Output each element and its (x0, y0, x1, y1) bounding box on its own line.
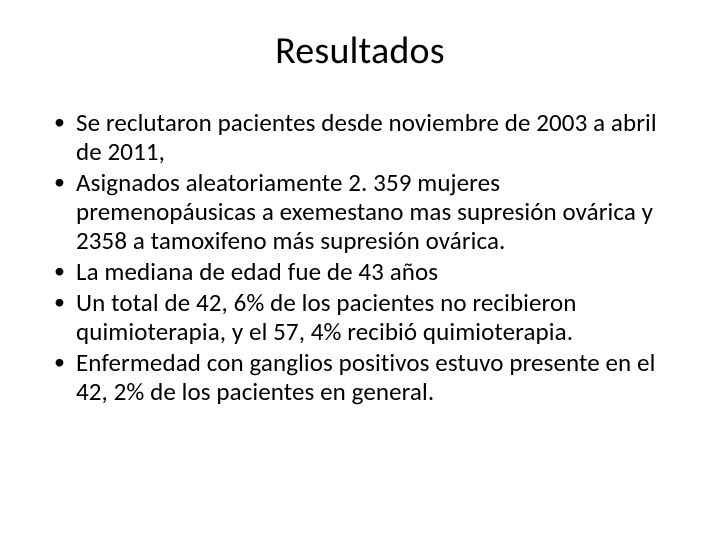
list-item: Asignados aleatoriamente 2. 359 mujeres … (48, 168, 672, 255)
slide-title: Resultados (48, 28, 672, 74)
list-item: Enfermedad con ganglios positivos estuvo… (48, 348, 672, 406)
list-item: Un total de 42, 6% de los pacientes no r… (48, 288, 672, 346)
slide: Resultados Se reclutaron pacientes desde… (0, 0, 720, 540)
list-item: La mediana de edad fue de 43 años (48, 257, 672, 286)
list-item: Se reclutaron pacientes desde noviembre … (48, 108, 672, 166)
bullet-list: Se reclutaron pacientes desde noviembre … (48, 108, 672, 406)
